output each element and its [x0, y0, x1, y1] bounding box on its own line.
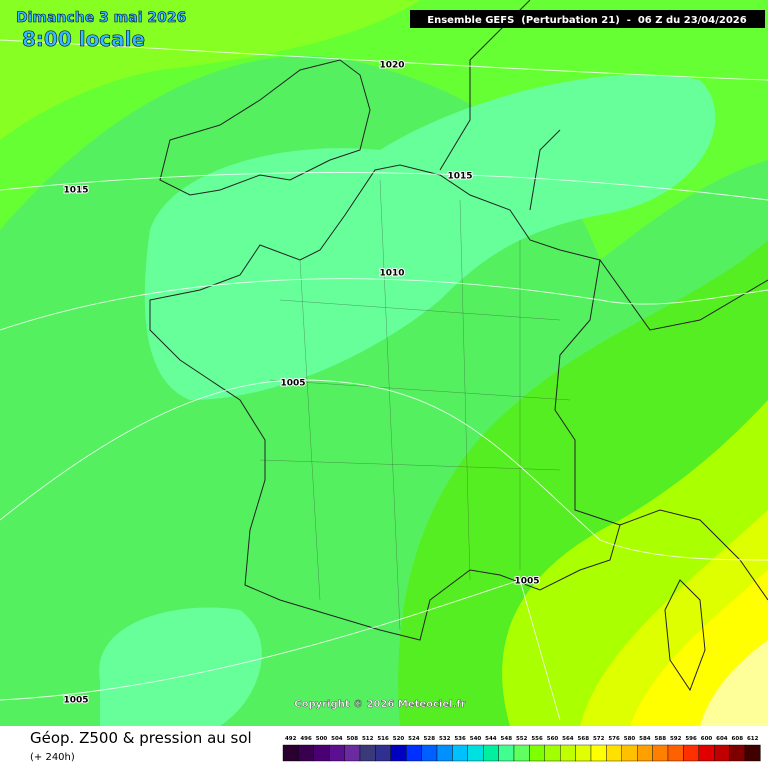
- scale-swatch: [544, 744, 561, 762]
- scale-swatch: [298, 744, 314, 762]
- scale-swatch: [575, 744, 592, 762]
- isobar-line: [0, 39, 768, 81]
- scale-label: 604: [716, 736, 728, 742]
- scale-label: 532: [439, 736, 451, 742]
- scale-swatch: [606, 744, 623, 762]
- isobar-label: 1005: [63, 696, 88, 706]
- scale-label: 516: [377, 736, 389, 742]
- scale-swatch: [667, 744, 684, 762]
- isobar-label: 1015: [447, 172, 472, 182]
- scale-label: 540: [470, 736, 482, 742]
- scale-label: 536: [454, 736, 466, 742]
- scale-swatch: [698, 744, 715, 762]
- scale-label: 572: [593, 736, 605, 742]
- scale-swatch: [637, 744, 653, 762]
- scale-swatch: [590, 744, 607, 762]
- scale-swatch: [390, 744, 407, 762]
- scale-swatch: [282, 744, 299, 762]
- field-paleyellow: [700, 640, 768, 726]
- scale-swatch: [714, 744, 730, 762]
- scale-label: 512: [362, 736, 374, 742]
- scale-label: 600: [701, 736, 713, 742]
- scale-label: 552: [516, 736, 528, 742]
- scale-swatch: [529, 744, 546, 762]
- scale-label: 608: [732, 736, 744, 742]
- time-label: 8:00 locale: [22, 27, 145, 51]
- scale-swatch: [452, 744, 468, 762]
- field-cyan2: [99, 607, 262, 726]
- footer-range: (+ 240h): [30, 752, 75, 763]
- date-label: Dimanche 3 mai 2026: [16, 10, 186, 26]
- scale-label: 496: [300, 736, 312, 742]
- scale-label: 548: [501, 736, 513, 742]
- scale-label: 568: [578, 736, 590, 742]
- scale-label: 500: [316, 736, 328, 742]
- footer-title: Géop. Z500 & pression au sol: [30, 729, 252, 747]
- scale-swatch: [560, 744, 576, 762]
- scale-label: 544: [485, 736, 497, 742]
- scale-label: 592: [670, 736, 682, 742]
- scale-swatch: [652, 744, 669, 762]
- isobar-label: 1005: [280, 379, 305, 389]
- scale-label: 524: [408, 736, 420, 742]
- scale-label: 556: [531, 736, 543, 742]
- scale-swatch: [621, 744, 638, 762]
- field-bright2: [0, 0, 420, 140]
- isobar-label: 1010: [379, 269, 404, 279]
- isobar-label: 1005: [514, 577, 539, 587]
- model-box: [410, 10, 765, 28]
- scale-label: 492: [285, 736, 297, 742]
- isobar-line: [0, 278, 768, 331]
- scale-label: 504: [331, 736, 343, 742]
- copyright: Copyright © 2026 Meteociel.fr: [294, 699, 465, 710]
- scale-swatch: [375, 744, 391, 762]
- scale-swatch: [498, 744, 515, 762]
- scale-swatch: [329, 744, 345, 762]
- scale-swatch: [744, 744, 761, 762]
- scale-label: 528: [424, 736, 436, 742]
- isobar-label: 1015: [63, 186, 88, 196]
- scale-label: 560: [547, 736, 559, 742]
- scale-label: 588: [655, 736, 667, 742]
- isobar-line: [0, 579, 561, 721]
- scale-label: 508: [347, 736, 359, 742]
- scale-swatch: [513, 744, 530, 762]
- scale-swatch: [467, 744, 484, 762]
- scale-swatch: [483, 744, 499, 762]
- color-scale: 492 496 500 504 508 512 516 520 524 528 532 536 540 5…: [282, 736, 761, 762]
- scale-swatch: [421, 744, 438, 762]
- isobar-line: [0, 379, 768, 561]
- model-label: Ensemble GEFS (Perturbation 21) - 06 Z d…: [427, 15, 746, 26]
- scale-label: 576: [608, 736, 620, 742]
- england-coast: [159, 59, 371, 196]
- scale-swatch: [683, 744, 700, 762]
- departments: [259, 179, 571, 631]
- scale-label: 520: [393, 736, 405, 742]
- scale-swatch: [729, 744, 746, 762]
- scale-label: 596: [685, 736, 697, 742]
- scale-label: 580: [624, 736, 636, 742]
- scale-swatch: [313, 744, 330, 762]
- scale-swatch: [344, 744, 361, 762]
- scale-label: 612: [747, 736, 759, 742]
- scale-swatch: [359, 744, 376, 762]
- scale-swatch: [406, 744, 422, 762]
- italy-coast: [619, 509, 768, 601]
- isobar-label: 1020: [379, 61, 404, 71]
- isobar-line: [0, 172, 768, 201]
- scale-label: 564: [562, 736, 574, 742]
- scale-swatch: [436, 744, 453, 762]
- france-coast: [149, 164, 621, 641]
- field-cyan: [144, 74, 716, 400]
- corsica-coast: [664, 579, 706, 692]
- scale-label: 584: [639, 736, 651, 742]
